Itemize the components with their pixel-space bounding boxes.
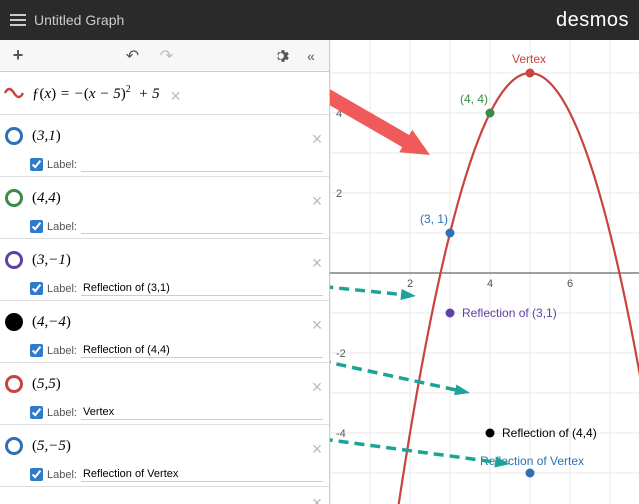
expression-row[interactable]: (3,1)× Label: bbox=[0, 115, 329, 177]
label-checkbox[interactable] bbox=[30, 468, 43, 481]
point-label: Vertex bbox=[512, 52, 546, 66]
label-input[interactable] bbox=[81, 219, 323, 234]
svg-text:-2: -2 bbox=[336, 348, 346, 360]
label-input[interactable] bbox=[81, 281, 323, 296]
svg-text:2: 2 bbox=[407, 278, 413, 290]
svg-text:2: 2 bbox=[336, 188, 342, 200]
expression-content[interactable]: ƒ(x) = −(x − 5)2 + 5 bbox=[28, 76, 164, 111]
expression-content[interactable]: (3,1) bbox=[28, 120, 305, 153]
label-checkbox[interactable] bbox=[30, 220, 43, 233]
app-header: Untitled Graph desmos bbox=[0, 0, 639, 40]
delete-expression-button[interactable]: × bbox=[305, 247, 329, 274]
label-row: Label: bbox=[0, 467, 329, 482]
plotted-point[interactable] bbox=[486, 109, 495, 118]
label-checkbox[interactable] bbox=[30, 158, 43, 171]
expression-content[interactable]: (5,5) bbox=[28, 368, 305, 401]
delete-expression-button[interactable]: × bbox=[305, 433, 329, 460]
point-label: (3, 1) bbox=[420, 212, 448, 226]
expression-content[interactable]: (4,4) bbox=[28, 182, 305, 215]
label-caption: Label: bbox=[47, 283, 77, 295]
label-input[interactable] bbox=[81, 405, 323, 420]
point-color-icon bbox=[5, 251, 23, 269]
delete-expression-button[interactable]: × bbox=[305, 371, 329, 398]
svg-text:4: 4 bbox=[487, 278, 493, 290]
label-caption: Label: bbox=[47, 159, 77, 171]
expression-marker[interactable] bbox=[0, 177, 28, 219]
expression-list: ƒ(x) = −(x − 5)2 + 5×(3,1)× Label: (4,4)… bbox=[0, 72, 329, 504]
label-caption: Label: bbox=[47, 345, 77, 357]
expression-marker[interactable] bbox=[0, 425, 28, 467]
collapse-sidebar-button[interactable]: « bbox=[299, 44, 323, 68]
label-input[interactable] bbox=[81, 467, 323, 482]
expression-row[interactable]: (5,−5)× Label: bbox=[0, 425, 329, 487]
undo-button[interactable]: ↶ bbox=[121, 44, 145, 68]
delete-expression-button[interactable]: × bbox=[305, 309, 329, 336]
svg-text:-4: -4 bbox=[336, 428, 346, 440]
expression-marker[interactable] bbox=[0, 301, 28, 343]
expression-marker[interactable] bbox=[0, 72, 28, 114]
expression-row[interactable]: (5,5)× Label: bbox=[0, 363, 329, 425]
expression-row[interactable]: (4,−4)× Label: bbox=[0, 301, 329, 363]
expression-sidebar: + ↶ ↷ « ƒ(x) = −(x − 5)2 + 5×(3,1)× Labe… bbox=[0, 40, 330, 504]
label-checkbox[interactable] bbox=[30, 406, 43, 419]
point-label: (4, 4) bbox=[460, 92, 488, 106]
arrow-head-icon bbox=[454, 384, 470, 395]
label-input[interactable] bbox=[81, 343, 323, 358]
point-label: Reflection of (4,4) bbox=[502, 426, 597, 440]
expression-row[interactable]: ƒ(x) = −(x − 5)2 + 5× bbox=[0, 72, 329, 115]
delete-expression-button[interactable]: × bbox=[305, 487, 329, 504]
sidebar-toolbar: + ↶ ↷ « bbox=[0, 40, 329, 72]
add-expression-button[interactable]: + bbox=[6, 44, 30, 68]
annotation-dash-arrow bbox=[330, 330, 458, 390]
expression-marker[interactable] bbox=[0, 239, 28, 281]
graph-title[interactable]: Untitled Graph bbox=[34, 12, 124, 28]
empty-expression-row[interactable]: × bbox=[0, 487, 329, 504]
point-color-icon bbox=[5, 375, 23, 393]
label-input[interactable] bbox=[81, 157, 323, 172]
function-wave-icon bbox=[4, 83, 24, 103]
expression-content[interactable]: (4,−4) bbox=[28, 306, 305, 339]
label-caption: Label: bbox=[47, 407, 77, 419]
brand-logo: desmos bbox=[556, 9, 629, 32]
point-color-icon bbox=[5, 189, 23, 207]
point-label: Reflection of (3,1) bbox=[462, 306, 557, 320]
label-row: Label: bbox=[0, 405, 329, 420]
delete-expression-button[interactable]: × bbox=[305, 185, 329, 212]
plotted-point[interactable] bbox=[486, 429, 495, 438]
expression-row[interactable]: (3,−1)× Label: bbox=[0, 239, 329, 301]
label-caption: Label: bbox=[47, 469, 77, 481]
graph-canvas[interactable]: 246-4-224Vertex(4, 4)(3, 1)Reflection of… bbox=[330, 40, 639, 504]
plotted-point[interactable] bbox=[526, 69, 535, 78]
expression-marker[interactable] bbox=[0, 363, 28, 405]
label-row: Label: bbox=[0, 219, 329, 234]
expression-marker[interactable] bbox=[0, 115, 28, 157]
annotation-dash-arrow bbox=[330, 420, 498, 462]
expression-content[interactable]: (5,−5) bbox=[28, 430, 305, 463]
annotation-arrow bbox=[330, 74, 430, 155]
expression-row[interactable]: (4,4)× Label: bbox=[0, 177, 329, 239]
gear-icon bbox=[273, 48, 289, 64]
arrow-head-icon bbox=[400, 289, 416, 300]
label-row: Label: bbox=[0, 157, 329, 172]
menu-icon[interactable] bbox=[10, 14, 26, 26]
expression-content[interactable]: (3,−1) bbox=[28, 244, 305, 277]
delete-expression-button[interactable]: × bbox=[164, 80, 188, 107]
delete-expression-button[interactable]: × bbox=[305, 123, 329, 150]
settings-button[interactable] bbox=[269, 44, 293, 68]
redo-button[interactable]: ↷ bbox=[155, 44, 179, 68]
point-color-icon bbox=[5, 127, 23, 145]
label-row: Label: bbox=[0, 343, 329, 358]
point-color-icon bbox=[5, 313, 23, 331]
label-caption: Label: bbox=[47, 221, 77, 233]
svg-text:6: 6 bbox=[567, 278, 573, 290]
label-checkbox[interactable] bbox=[30, 282, 43, 295]
plotted-point[interactable] bbox=[446, 309, 455, 318]
label-row: Label: bbox=[0, 281, 329, 296]
annotation-dash-arrow bbox=[330, 272, 404, 295]
label-checkbox[interactable] bbox=[30, 344, 43, 357]
point-color-icon bbox=[5, 437, 23, 455]
plotted-point[interactable] bbox=[446, 229, 455, 238]
plotted-point[interactable] bbox=[526, 469, 535, 478]
